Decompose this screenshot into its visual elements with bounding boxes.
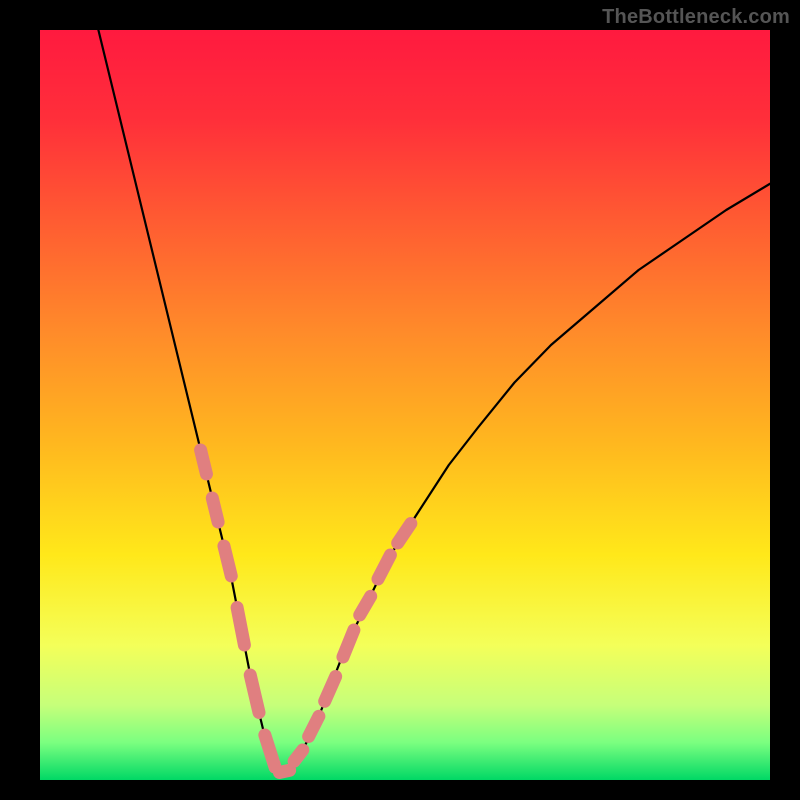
range-marker-segment bbox=[279, 770, 289, 772]
watermark-text: TheBottleneck.com bbox=[602, 6, 790, 29]
plot-background bbox=[40, 30, 770, 780]
range-marker-segment bbox=[309, 716, 319, 736]
range-marker-segment bbox=[201, 450, 207, 474]
chart-frame: TheBottleneck.com bbox=[0, 0, 800, 800]
range-marker-segment bbox=[250, 675, 259, 713]
bottleneck-curve-chart bbox=[0, 0, 800, 800]
range-marker-segment bbox=[224, 546, 231, 576]
range-marker-segment bbox=[237, 608, 244, 646]
range-marker-segment bbox=[212, 498, 218, 522]
range-marker-segment bbox=[294, 750, 303, 761]
